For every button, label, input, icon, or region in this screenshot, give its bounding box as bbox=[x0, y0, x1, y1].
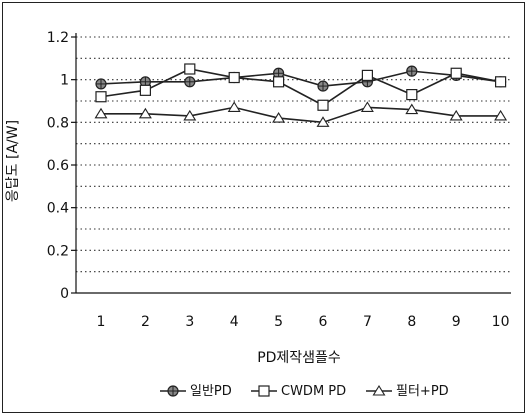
marker-triangle bbox=[449, 109, 463, 121]
y-tick-label: 0 bbox=[60, 286, 69, 302]
filter-pd-point bbox=[94, 107, 108, 119]
marker-triangle bbox=[138, 107, 152, 119]
y-axis-title: 응답도 [A/W] bbox=[5, 120, 21, 202]
marker-triangle bbox=[316, 116, 330, 127]
marker-triangle bbox=[272, 112, 286, 123]
cwdm-pd-point bbox=[495, 76, 507, 88]
y-tick-labels: 0 0.2 0.4 0.6 0.8 1 1.2 bbox=[47, 30, 69, 302]
marker-triangle bbox=[372, 384, 386, 396]
x-tick-labels: 1 2 3 4 5 6 7 8 9 10 bbox=[97, 314, 510, 330]
cwdm-pd-point bbox=[95, 91, 107, 103]
x-tick-label: 4 bbox=[230, 314, 239, 330]
cwdm-pd-point bbox=[228, 71, 240, 84]
marker-triangle bbox=[405, 103, 419, 115]
line-chart: 0 0.2 0.4 0.6 0.8 1 1.2 1 2 3 4 5 6 7 8 9 10 PD제작샘플수 응답… bbox=[5, 30, 511, 399]
cwdm-pd-point bbox=[317, 99, 329, 111]
marker-triangle bbox=[494, 109, 508, 121]
x-tick-label: 1 bbox=[97, 314, 106, 330]
y-tick-label: 0.2 bbox=[47, 243, 69, 259]
filter-pd-point bbox=[183, 109, 197, 121]
legend: 일반PD CWDM PD 필터+PD bbox=[160, 384, 449, 399]
marker-square bbox=[317, 99, 329, 111]
x-tick-label: 9 bbox=[452, 314, 461, 330]
y-tick-label: 0.4 bbox=[47, 201, 69, 217]
filter-pd-point bbox=[227, 101, 241, 112]
legend-marker bbox=[372, 384, 386, 396]
legend-marker bbox=[167, 385, 179, 397]
cwdm-pd-point bbox=[406, 88, 418, 101]
y-tick-label: 1 bbox=[60, 73, 69, 89]
y-tick-label: 1.2 bbox=[47, 30, 69, 46]
y-tick-label: 0.8 bbox=[47, 115, 69, 131]
marker-square bbox=[139, 84, 151, 96]
general-pd-point bbox=[273, 67, 285, 79]
x-tick-label: 6 bbox=[319, 314, 328, 330]
chart-frame: 0 0.2 0.4 0.6 0.8 1 1.2 1 2 3 4 5 6 7 8 9 10 PD제작샘플수 응답… bbox=[2, 2, 525, 413]
marker-square bbox=[406, 88, 418, 101]
general-pd-point bbox=[406, 65, 418, 77]
x-tick-label: 7 bbox=[363, 314, 372, 330]
general-pd-point bbox=[184, 76, 196, 88]
marker-square bbox=[258, 385, 270, 397]
marker-triangle bbox=[360, 101, 374, 112]
cwdm-pd-point bbox=[450, 67, 462, 79]
cwdm-pd-point bbox=[361, 69, 373, 82]
general-pd-line bbox=[100, 70, 501, 87]
legend-item-filter-pd: 필터+PD bbox=[366, 384, 449, 399]
x-axis-title: PD제작샘플수 bbox=[257, 350, 341, 366]
x-tick-label: 3 bbox=[185, 314, 194, 330]
series-lines bbox=[94, 63, 508, 127]
marker-square bbox=[228, 71, 240, 84]
marker-square bbox=[361, 69, 373, 82]
cwdm-pd-point bbox=[139, 84, 151, 96]
cwdm-pd-line bbox=[100, 68, 501, 107]
y-tick-label: 0.6 bbox=[47, 158, 69, 174]
x-tick-label: 5 bbox=[274, 314, 283, 330]
filter-pd-point bbox=[316, 116, 330, 127]
general-pd-point bbox=[95, 78, 107, 90]
legend-label: CWDM PD bbox=[281, 384, 346, 399]
x-tick-label: 10 bbox=[492, 314, 510, 330]
marker-square bbox=[95, 91, 107, 103]
marker-triangle bbox=[183, 109, 197, 121]
cwdm-pd-point bbox=[184, 63, 196, 75]
x-tick-label: 8 bbox=[407, 314, 416, 330]
axes bbox=[71, 33, 511, 294]
marker-square bbox=[495, 76, 507, 88]
legend-item-general-pd: 일반PD bbox=[160, 384, 232, 399]
filter-pd-point bbox=[405, 103, 419, 115]
marker-triangle bbox=[227, 101, 241, 112]
marker-triangle bbox=[94, 107, 108, 119]
marker-square bbox=[450, 67, 462, 79]
filter-pd-line bbox=[101, 106, 501, 124]
filter-pd-point bbox=[494, 109, 508, 121]
filter-pd-point bbox=[449, 109, 463, 121]
x-tick-label: 2 bbox=[141, 314, 150, 330]
general-pd-point bbox=[317, 80, 329, 92]
filter-pd-point bbox=[360, 101, 374, 112]
legend-item-cwdm-pd: CWDM PD bbox=[251, 384, 346, 399]
filter-pd-point bbox=[272, 112, 286, 123]
legend-label: 일반PD bbox=[190, 384, 232, 399]
cwdm-pd-point bbox=[273, 76, 285, 88]
legend-marker bbox=[258, 385, 270, 397]
legend-label: 필터+PD bbox=[396, 384, 449, 399]
filter-pd-point bbox=[138, 107, 152, 119]
grid-lines bbox=[76, 36, 511, 273]
marker-square bbox=[184, 63, 196, 75]
marker-square bbox=[273, 76, 285, 88]
